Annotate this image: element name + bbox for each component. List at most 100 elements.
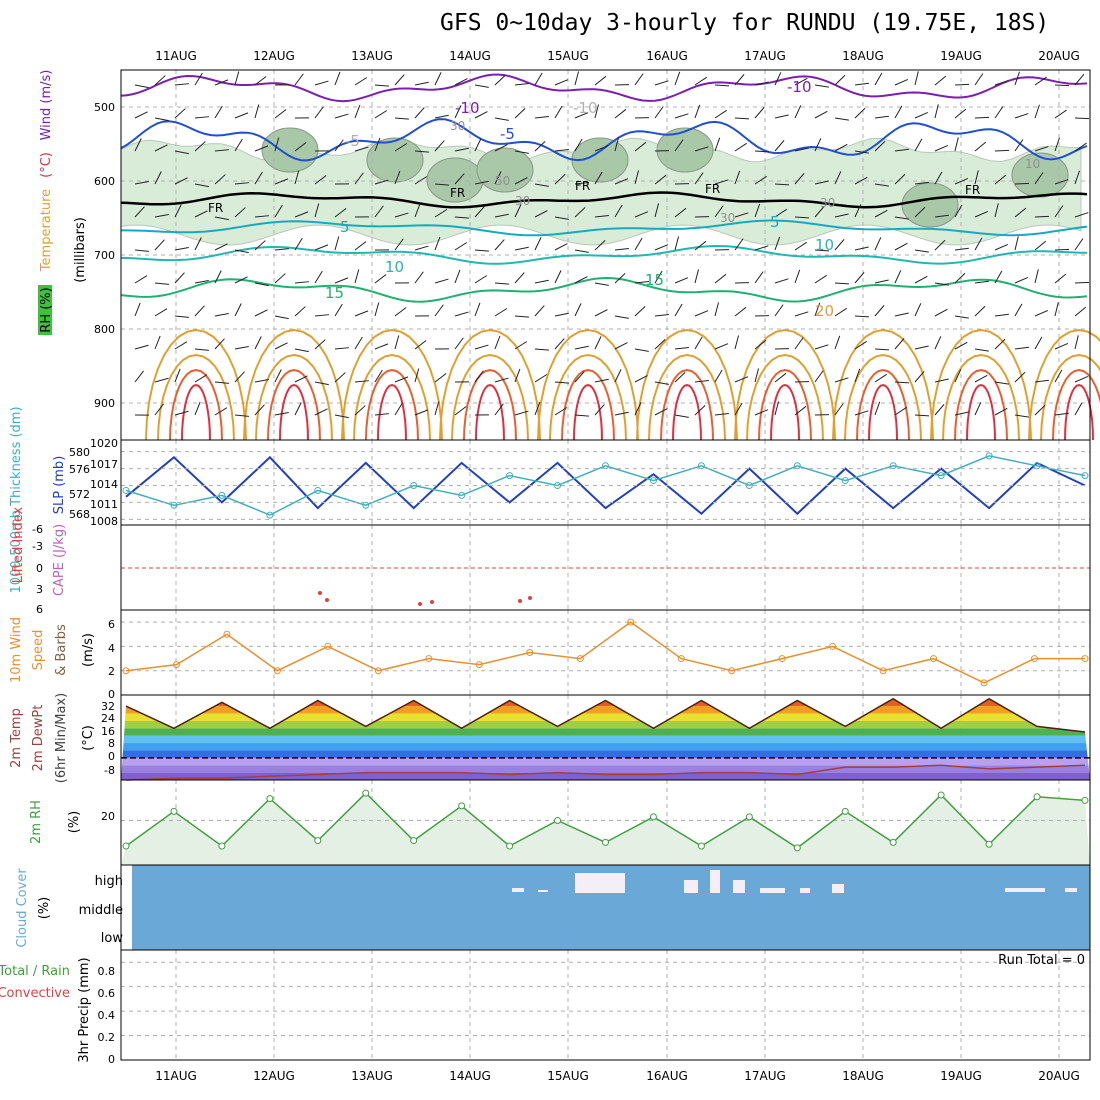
wind-barb xyxy=(234,303,242,317)
wind-barb xyxy=(654,270,663,284)
ylabel-dewpt: 2m DewPt xyxy=(31,705,46,772)
ylabel-10m-wind: 10m Wind xyxy=(9,617,24,683)
wind-barb xyxy=(814,84,829,88)
wind-barb xyxy=(814,206,825,218)
wind-barb xyxy=(834,377,849,383)
wind-barb xyxy=(914,181,929,185)
thickness-point xyxy=(458,491,466,499)
wind-barb xyxy=(374,343,389,350)
wind-barb xyxy=(814,110,828,119)
wind-barb xyxy=(614,178,629,185)
wind-barb xyxy=(374,413,389,416)
wind-barb xyxy=(934,378,949,383)
wind-speed-point xyxy=(829,642,837,650)
warm-tongue-8-1 xyxy=(942,353,1020,441)
wind-barb xyxy=(874,401,881,416)
wind-barb xyxy=(754,175,767,185)
wind-barb xyxy=(414,176,428,185)
wind-barb xyxy=(174,83,189,86)
wind-barb xyxy=(974,73,984,86)
wind-barb xyxy=(834,74,846,86)
thickness-point xyxy=(985,452,993,460)
warm-tongue-7-1 xyxy=(844,353,922,441)
wind-barb xyxy=(1054,137,1060,152)
contour-label-5: 5 xyxy=(340,218,350,236)
tick-lifted-0: 0 xyxy=(36,562,43,575)
date-bottom-5: 16AUG xyxy=(646,1069,688,1083)
wind-barb xyxy=(574,71,580,86)
wind-barb xyxy=(934,239,946,251)
wind-barb xyxy=(714,412,729,416)
wind-barb xyxy=(574,276,588,284)
cloud-level-high: high xyxy=(95,874,123,889)
wind-barb xyxy=(514,368,521,383)
wind-barb xyxy=(394,335,400,350)
wind-speed-point xyxy=(980,679,988,687)
wind-barb xyxy=(914,275,928,284)
ylabel-cape: CAPE (J/kg) xyxy=(52,524,67,596)
wind-barb xyxy=(434,209,448,218)
wind-barb xyxy=(694,104,701,119)
wind-barb xyxy=(674,113,689,119)
temp-band-1 xyxy=(121,765,1090,773)
wind-barb xyxy=(1014,236,1019,251)
wind-barb xyxy=(334,236,340,251)
wind-barb xyxy=(934,104,939,119)
date-top-3: 14AUG xyxy=(449,49,491,63)
warm-tongue-6-0 xyxy=(734,328,836,441)
wind-barb xyxy=(1034,215,1050,218)
wind-barb xyxy=(194,141,206,152)
wind-barb xyxy=(834,282,850,285)
warm-tongue-1-1 xyxy=(255,353,333,441)
wind-barb xyxy=(214,216,229,221)
wind-barb xyxy=(854,204,862,218)
wind-barb xyxy=(134,138,142,152)
wind-barb xyxy=(714,273,727,284)
wind-barb xyxy=(954,315,969,319)
wind-barb xyxy=(454,406,467,416)
wind-barb xyxy=(714,84,730,87)
tick-pressure-500: 500 xyxy=(94,101,115,114)
wind-barb xyxy=(194,72,203,86)
wind-barb xyxy=(894,338,905,350)
warm-tongue-5-1 xyxy=(648,353,726,441)
cloud-bar-5 xyxy=(800,888,810,893)
ylabel-wind-unit: (m/s) xyxy=(81,633,96,667)
wind-barb xyxy=(874,183,889,187)
wind-barb xyxy=(754,107,765,119)
wind-barb xyxy=(274,315,289,320)
wind-barb xyxy=(574,207,586,218)
wind-barb xyxy=(174,410,189,416)
wind-barb xyxy=(514,177,528,185)
temp-band-9 xyxy=(121,706,1090,714)
wind-barb xyxy=(434,373,447,383)
contour-label-20: 30 xyxy=(720,211,735,225)
wind-barb xyxy=(934,282,949,286)
wind-barb xyxy=(174,341,188,350)
warm-tongue-1-0 xyxy=(243,328,345,441)
wind-barb xyxy=(594,309,608,317)
chart-title: GFS 0~10day 3-hourly for RUNDU (19.75E, … xyxy=(440,10,1050,36)
wind-barb xyxy=(314,80,329,86)
wind-barb xyxy=(294,73,304,86)
wind-barb xyxy=(534,115,549,119)
wind-barb xyxy=(134,302,141,317)
wind-barb xyxy=(374,302,380,317)
wind-barb xyxy=(514,204,522,218)
wind-barb xyxy=(414,81,429,86)
wind-speed-point xyxy=(1031,655,1039,663)
wind-barb xyxy=(974,280,989,284)
wind-barb xyxy=(954,83,970,86)
wind-barb xyxy=(754,245,769,251)
wind-barb xyxy=(594,336,602,350)
wind-barb xyxy=(314,339,326,350)
wind-barb xyxy=(834,335,841,350)
wind-barb xyxy=(214,105,223,119)
warm-tongue-5-3 xyxy=(672,383,702,441)
warm-tongue-5-2 xyxy=(660,368,714,441)
wind-barb xyxy=(634,348,649,352)
wind-barb xyxy=(694,240,707,251)
wind-barb xyxy=(914,71,919,86)
wind-barb xyxy=(374,110,388,119)
wind-barb xyxy=(514,108,526,119)
